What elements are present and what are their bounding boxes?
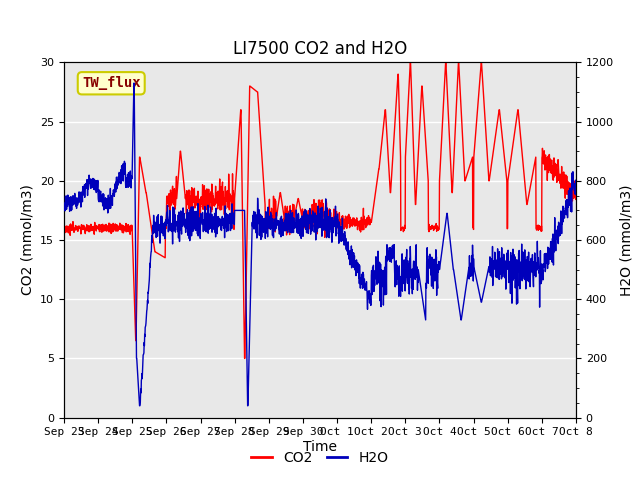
Y-axis label: H2O (mmol/m3): H2O (mmol/m3) bbox=[620, 184, 634, 296]
X-axis label: Time: Time bbox=[303, 440, 337, 454]
Text: TW_flux: TW_flux bbox=[82, 76, 141, 90]
Y-axis label: CO2 (mmol/m3): CO2 (mmol/m3) bbox=[20, 185, 35, 295]
Title: LI7500 CO2 and H2O: LI7500 CO2 and H2O bbox=[233, 40, 407, 58]
Legend: CO2, H2O: CO2, H2O bbox=[246, 445, 394, 471]
